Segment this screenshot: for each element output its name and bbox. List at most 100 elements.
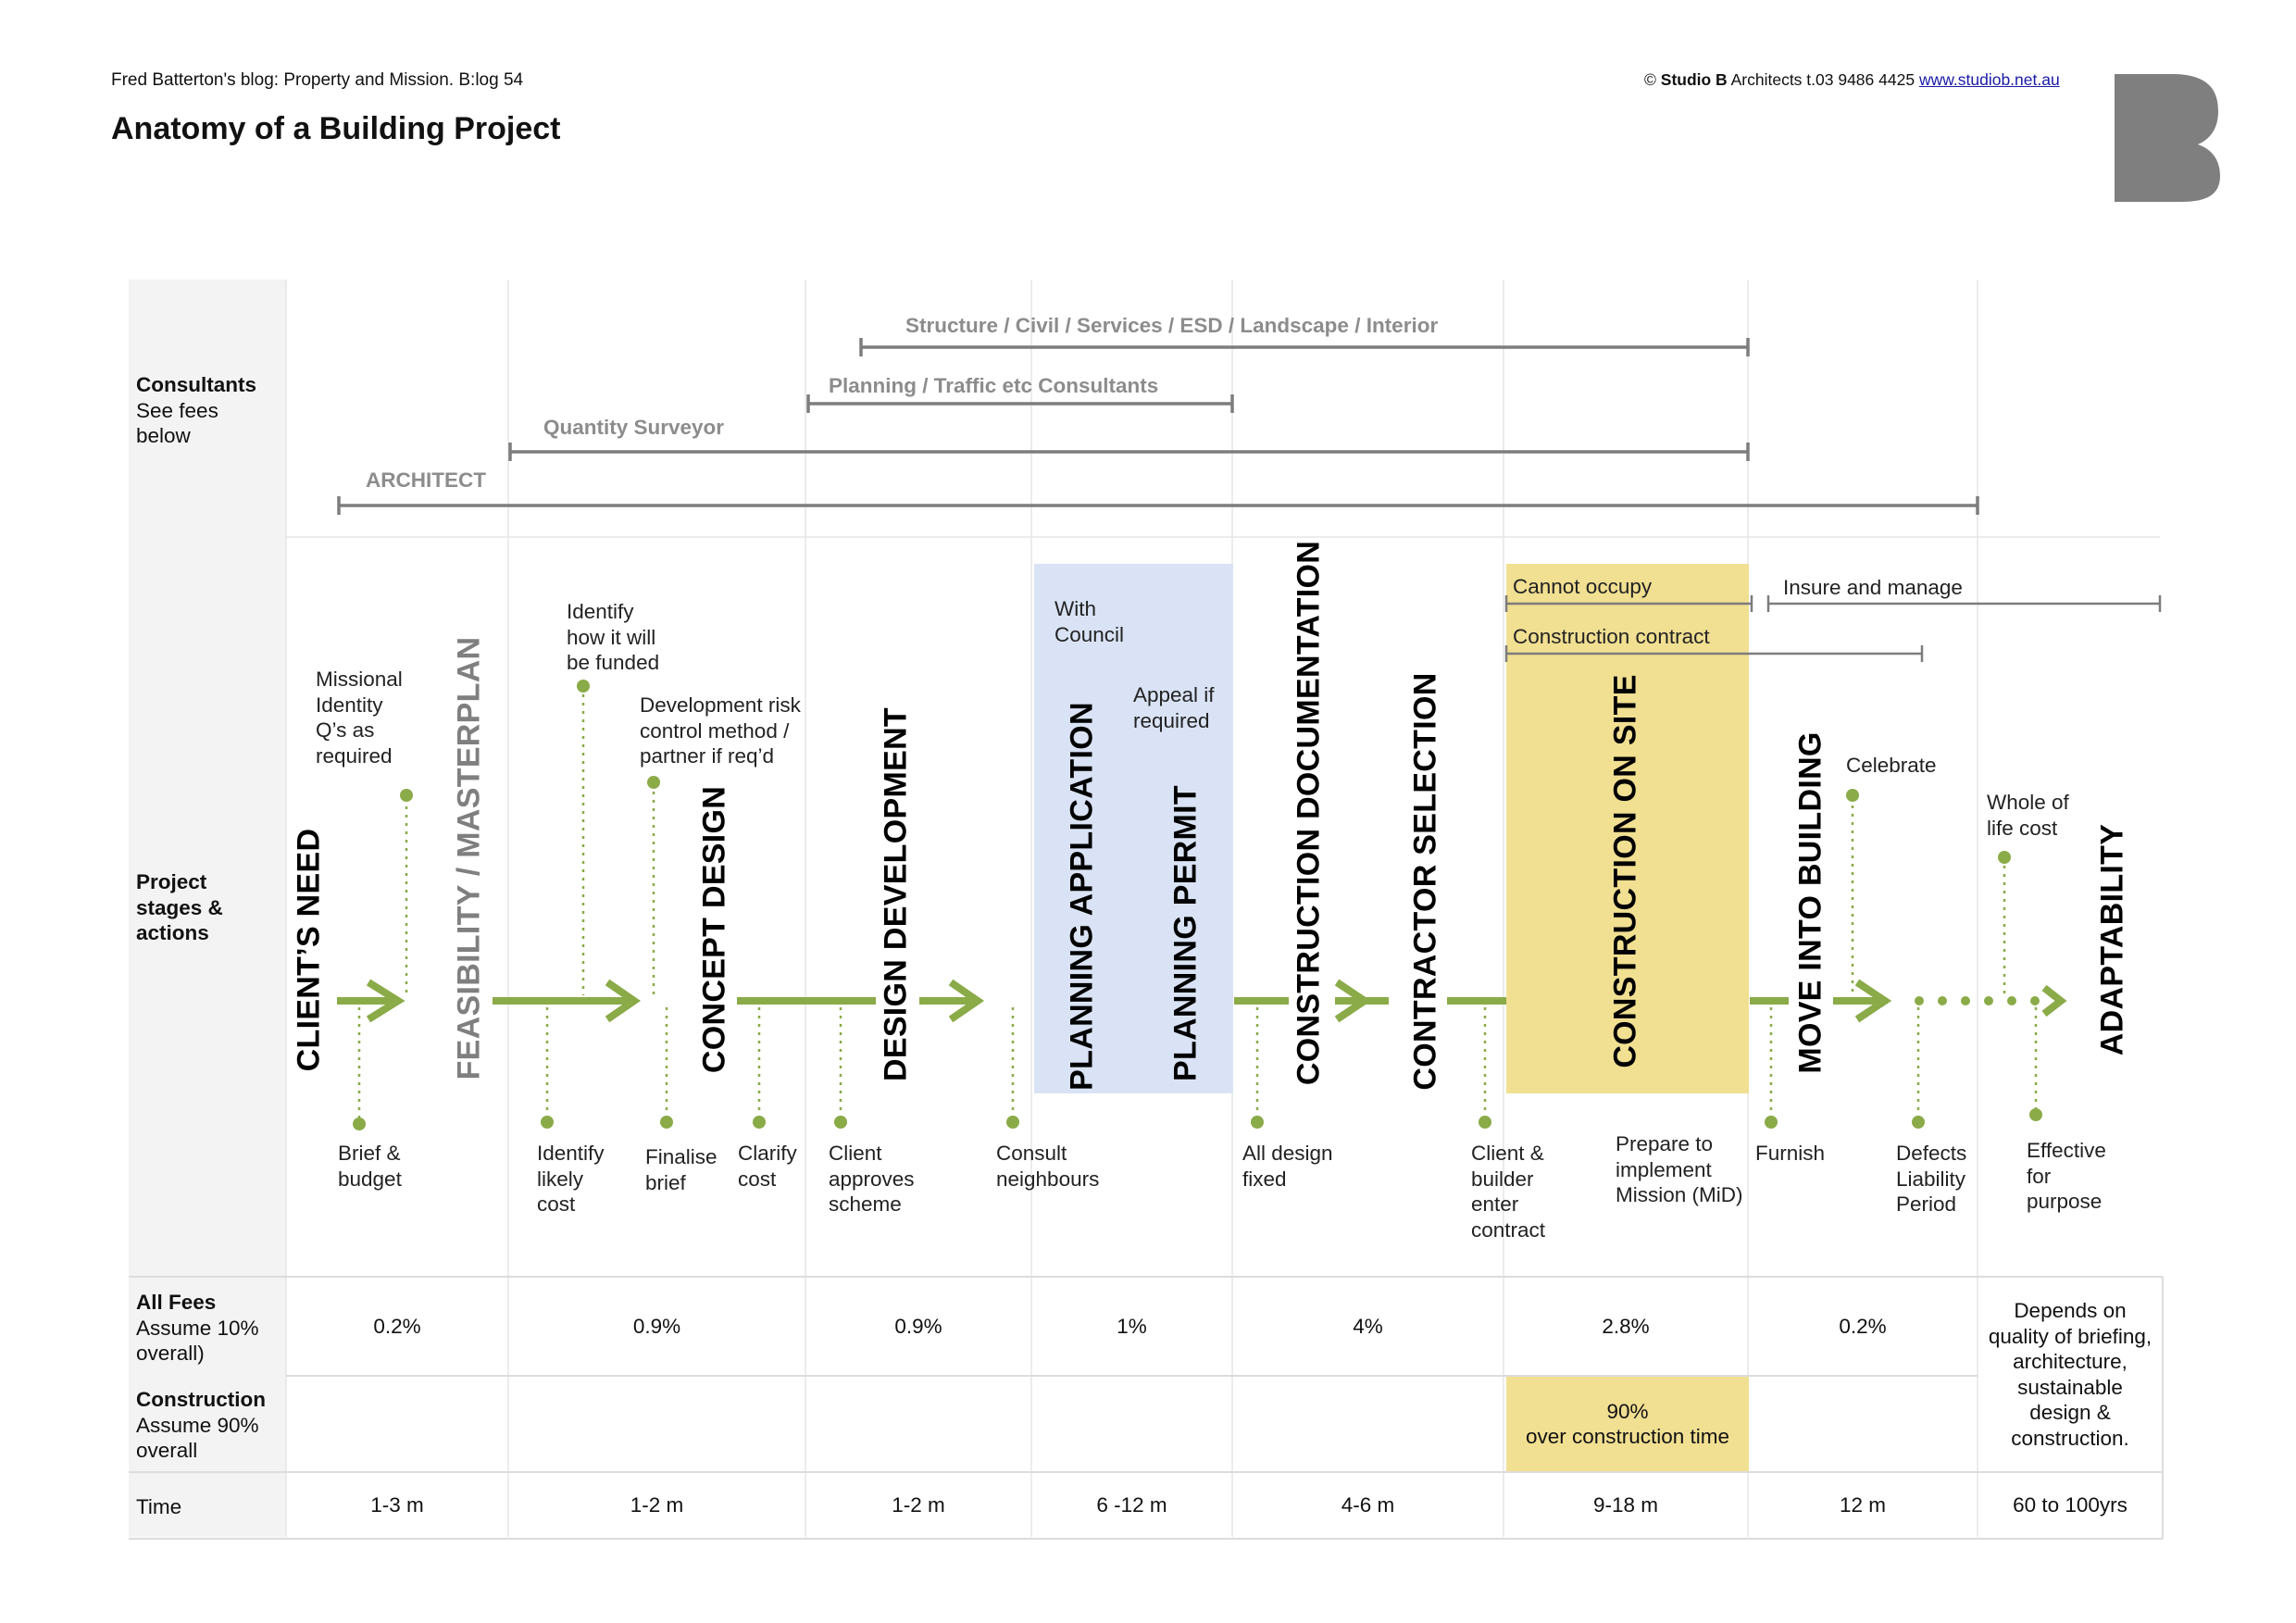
action-client-approves-line1: Client bbox=[829, 1142, 882, 1165]
action-effective: Effective for purpose bbox=[2027, 1138, 2106, 1215]
action-missional-identity: Missional Identity Q’s as required bbox=[316, 667, 403, 768]
stage-planning-application: PLANNING APPLICATION bbox=[1064, 702, 1100, 1091]
action-consult-neighbours: Consult neighbours bbox=[996, 1141, 1099, 1192]
action-whole-of-life: Whole of life cost bbox=[1987, 790, 2069, 841]
action-clarify-cost-line1: Clarify bbox=[738, 1142, 797, 1165]
row-label-stages: Project stages & actions bbox=[136, 869, 223, 946]
action-all-design-fixed: All design fixed bbox=[1242, 1141, 1333, 1192]
action-appeal-line2: required bbox=[1133, 708, 1210, 732]
adaptability-note-line6: construction. bbox=[2011, 1426, 2129, 1450]
consultant-architect-label: ARCHITECT bbox=[366, 468, 486, 492]
action-defects-line1: Defects bbox=[1896, 1142, 1967, 1165]
blog-line: Fred Batterton's blog: Property and Miss… bbox=[111, 70, 524, 90]
adaptability-note-line5: design & bbox=[2029, 1401, 2111, 1424]
time-cell: 9-18 m bbox=[1592, 1493, 1659, 1517]
consultant-planning-label: Planning / Traffic etc Consultants bbox=[829, 374, 1159, 397]
row-label-consultants: Consultants See fees below bbox=[136, 372, 256, 449]
adaptability-note-line3: architecture, bbox=[2013, 1350, 2128, 1373]
row-label-fees-sub2: overall) bbox=[136, 1342, 205, 1365]
action-identify-cost-line1: Identify bbox=[537, 1142, 605, 1165]
row-label-fees: All Fees Assume 10% overall) bbox=[136, 1290, 259, 1367]
grid-lines bbox=[285, 280, 2160, 1537]
action-finalise-brief-line2: brief bbox=[645, 1170, 686, 1194]
action-appeal-line1: Appeal if bbox=[1133, 683, 1215, 706]
process-dotted-tail bbox=[1915, 996, 2040, 1005]
adaptability-note-line1: Depends on bbox=[2014, 1299, 2127, 1322]
process-arrows bbox=[366, 979, 2067, 1023]
time-cell: 1-2 m bbox=[892, 1493, 945, 1517]
row-label-construction: Construction Assume 90% overall bbox=[136, 1387, 266, 1464]
fee-cell: 0.2% bbox=[1839, 1314, 1887, 1338]
construction-note-line1: 90% bbox=[1606, 1399, 1649, 1423]
action-missional-line4: required bbox=[316, 743, 393, 768]
row-label-consultants-title: Consultants bbox=[136, 373, 257, 396]
action-identify-funded-line1: Identify bbox=[567, 600, 634, 623]
row-label-consultants-sub2: below bbox=[136, 424, 191, 447]
row-label-construction-title: Construction bbox=[136, 1388, 266, 1411]
action-consult-neighbours-line1: Consult bbox=[996, 1142, 1067, 1165]
action-insure-manage: Insure and manage bbox=[1783, 576, 1963, 599]
planning-box bbox=[1034, 564, 1233, 1093]
action-with-council-line1: With bbox=[1054, 597, 1096, 620]
action-client-builder: Client & builder enter contract bbox=[1471, 1141, 1545, 1242]
row-label-time: Time bbox=[136, 1495, 182, 1518]
stage-concept-design: CONCEPT DESIGN bbox=[696, 785, 732, 1074]
action-effective-line2: for bbox=[2027, 1164, 2052, 1188]
row-label-consultants-sub1: See fees bbox=[136, 398, 218, 422]
action-missional-line3: Q’s as bbox=[316, 718, 375, 742]
adaptability-note: Depends on quality of briefing, architec… bbox=[1978, 1277, 2163, 1472]
construction-note-line2: over construction time bbox=[1525, 1425, 1730, 1448]
action-client-builder-line1: Client & bbox=[1471, 1142, 1544, 1165]
row-label-stages-l1: Project bbox=[136, 870, 207, 893]
consultant-structure-label: Structure / Civil / Services / ESD / Lan… bbox=[905, 314, 1439, 337]
action-brief-budget-line2: budget bbox=[338, 1167, 402, 1191]
row-label-stages-l2: stages & bbox=[136, 895, 223, 919]
action-identify-cost-line2: likely bbox=[537, 1167, 584, 1191]
studio-b-logo bbox=[2115, 74, 2220, 202]
action-prepare-mid-line1: Prepare to bbox=[1616, 1132, 1714, 1155]
action-client-approves: Client approves scheme bbox=[829, 1141, 915, 1217]
construction-cell-bg bbox=[1506, 1376, 1749, 1472]
construction-box bbox=[1506, 564, 1749, 1093]
action-dev-risk-line2: control method / bbox=[640, 718, 790, 743]
stage-construction-documentation: CONSTRUCTION DOCUMENTATION bbox=[1291, 540, 1327, 1086]
action-client-approves-line3: scheme bbox=[829, 1192, 902, 1216]
action-defects: Defects Liability Period bbox=[1896, 1141, 1966, 1217]
copyright-rest: Architects t.03 9486 4425 bbox=[1727, 70, 1919, 89]
action-with-council: With Council bbox=[1054, 596, 1124, 647]
action-connectors bbox=[357, 686, 2038, 1124]
action-effective-line1: Effective bbox=[2027, 1139, 2106, 1162]
website-link[interactable]: www.studiob.net.au bbox=[1918, 70, 2060, 89]
table-lines bbox=[129, 1276, 2164, 1540]
adaptability-note-line4: sustainable bbox=[2017, 1375, 2123, 1399]
action-cannot-occupy: Cannot occupy bbox=[1513, 575, 1653, 598]
action-dots bbox=[353, 680, 2042, 1130]
action-with-council-line2: Council bbox=[1054, 622, 1125, 646]
action-client-approves-line2: approves bbox=[829, 1167, 915, 1191]
action-identify-cost-line3: cost bbox=[537, 1192, 576, 1216]
action-all-design-fixed-line2: fixed bbox=[1242, 1167, 1287, 1191]
action-whole-of-life-line2: life cost bbox=[1987, 816, 2058, 840]
action-consult-neighbours-line2: neighbours bbox=[996, 1167, 1100, 1191]
stage-clients-need: CLIENT’S NEED bbox=[291, 828, 327, 1072]
action-prepare-mid: Prepare to implement Mission (MiD) bbox=[1616, 1131, 1743, 1208]
page-title: Anatomy of a Building Project bbox=[111, 111, 561, 146]
action-appeal: Appeal if required bbox=[1133, 682, 1215, 733]
action-furnish: Furnish bbox=[1755, 1142, 1826, 1165]
row-label-fees-sub1: Assume 10% bbox=[136, 1316, 259, 1340]
label-column-bg bbox=[129, 280, 286, 1537]
action-identify-funded-line2: how it will bbox=[567, 625, 656, 649]
action-client-builder-line2: builder bbox=[1471, 1167, 1534, 1191]
fee-cell: 4% bbox=[1353, 1314, 1383, 1338]
copyright-prefix: © bbox=[1644, 70, 1661, 89]
copyright-studio: Studio B bbox=[1660, 70, 1728, 89]
action-identify-cost: Identify likely cost bbox=[537, 1141, 605, 1217]
adaptability-note-line2: quality of briefing, bbox=[1988, 1324, 2152, 1348]
fee-cell: 1% bbox=[1117, 1314, 1147, 1338]
action-celebrate: Celebrate bbox=[1846, 754, 1937, 777]
action-brief-budget: Brief & budget bbox=[338, 1141, 402, 1192]
stage-adaptability: ADAPTABILITY bbox=[2094, 823, 2130, 1056]
action-missional-line1: Missional bbox=[316, 668, 403, 691]
stage-feasibility: FEASIBILITY / MASTERPLAN bbox=[451, 636, 487, 1080]
fee-cell: 0.9% bbox=[632, 1314, 681, 1338]
